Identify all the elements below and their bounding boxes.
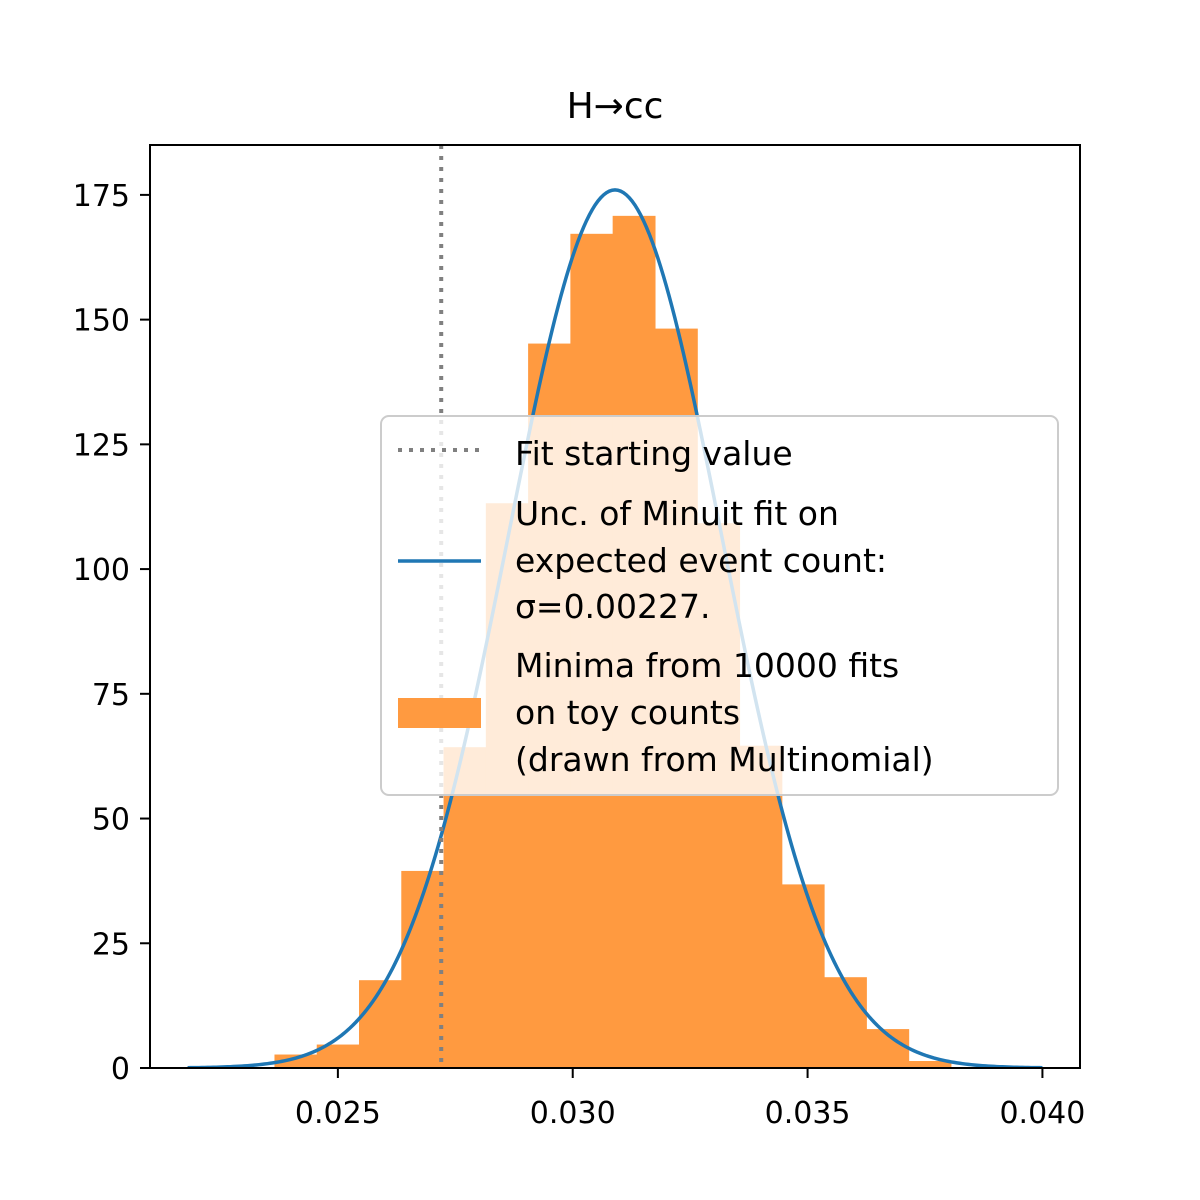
y-tick-label: 175 — [73, 179, 130, 214]
x-axis: 0.025 0.030 0.035 0.040 — [295, 1068, 1085, 1131]
histogram-bar — [908, 1061, 952, 1068]
y-tick-label: 75 — [92, 678, 130, 713]
legend-label: (drawn from Multinomial) — [515, 740, 934, 779]
y-axis: 0 25 50 75 100 125 150 175 — [73, 179, 150, 1087]
y-tick-label: 125 — [73, 428, 130, 463]
histogram-bar — [274, 1054, 318, 1068]
x-tick-label: 0.025 — [295, 1096, 381, 1131]
legend-box — [380, 415, 1059, 796]
y-tick-label: 100 — [73, 553, 130, 588]
chart-title: H→cc — [567, 86, 664, 127]
x-tick-label: 0.040 — [999, 1096, 1085, 1131]
plot-frame — [149, 144, 1081, 1069]
legend-label: Minima from 10000 fits — [515, 646, 899, 685]
legend-label: Unc. of Minuit fit on — [515, 494, 839, 533]
legend-label: expected event count: — [515, 541, 887, 580]
legend: Fit starting value Unc. of Minuit fit on e… — [380, 415, 1059, 796]
legend-label: on toy counts — [515, 693, 740, 732]
histogram-bar — [781, 884, 825, 1068]
histogram-bar — [359, 980, 402, 1068]
gaussian-curve — [187, 188, 1043, 1068]
y-tick-label: 0 — [111, 1052, 130, 1087]
legend-label: σ=0.00227. — [515, 587, 711, 626]
y-tick-label: 25 — [92, 927, 130, 962]
histogram-bar — [401, 870, 445, 1068]
x-tick-label: 0.035 — [765, 1096, 851, 1131]
legend-label: Fit starting value — [515, 434, 793, 473]
histogram-bar — [824, 977, 867, 1068]
x-tick-label: 0.030 — [530, 1096, 616, 1131]
legend-patch-icon — [398, 698, 481, 728]
histogram-bar — [316, 1044, 360, 1068]
y-tick-label: 50 — [92, 803, 130, 838]
histogram-bar — [739, 745, 783, 1068]
y-tick-label: 150 — [73, 304, 130, 339]
